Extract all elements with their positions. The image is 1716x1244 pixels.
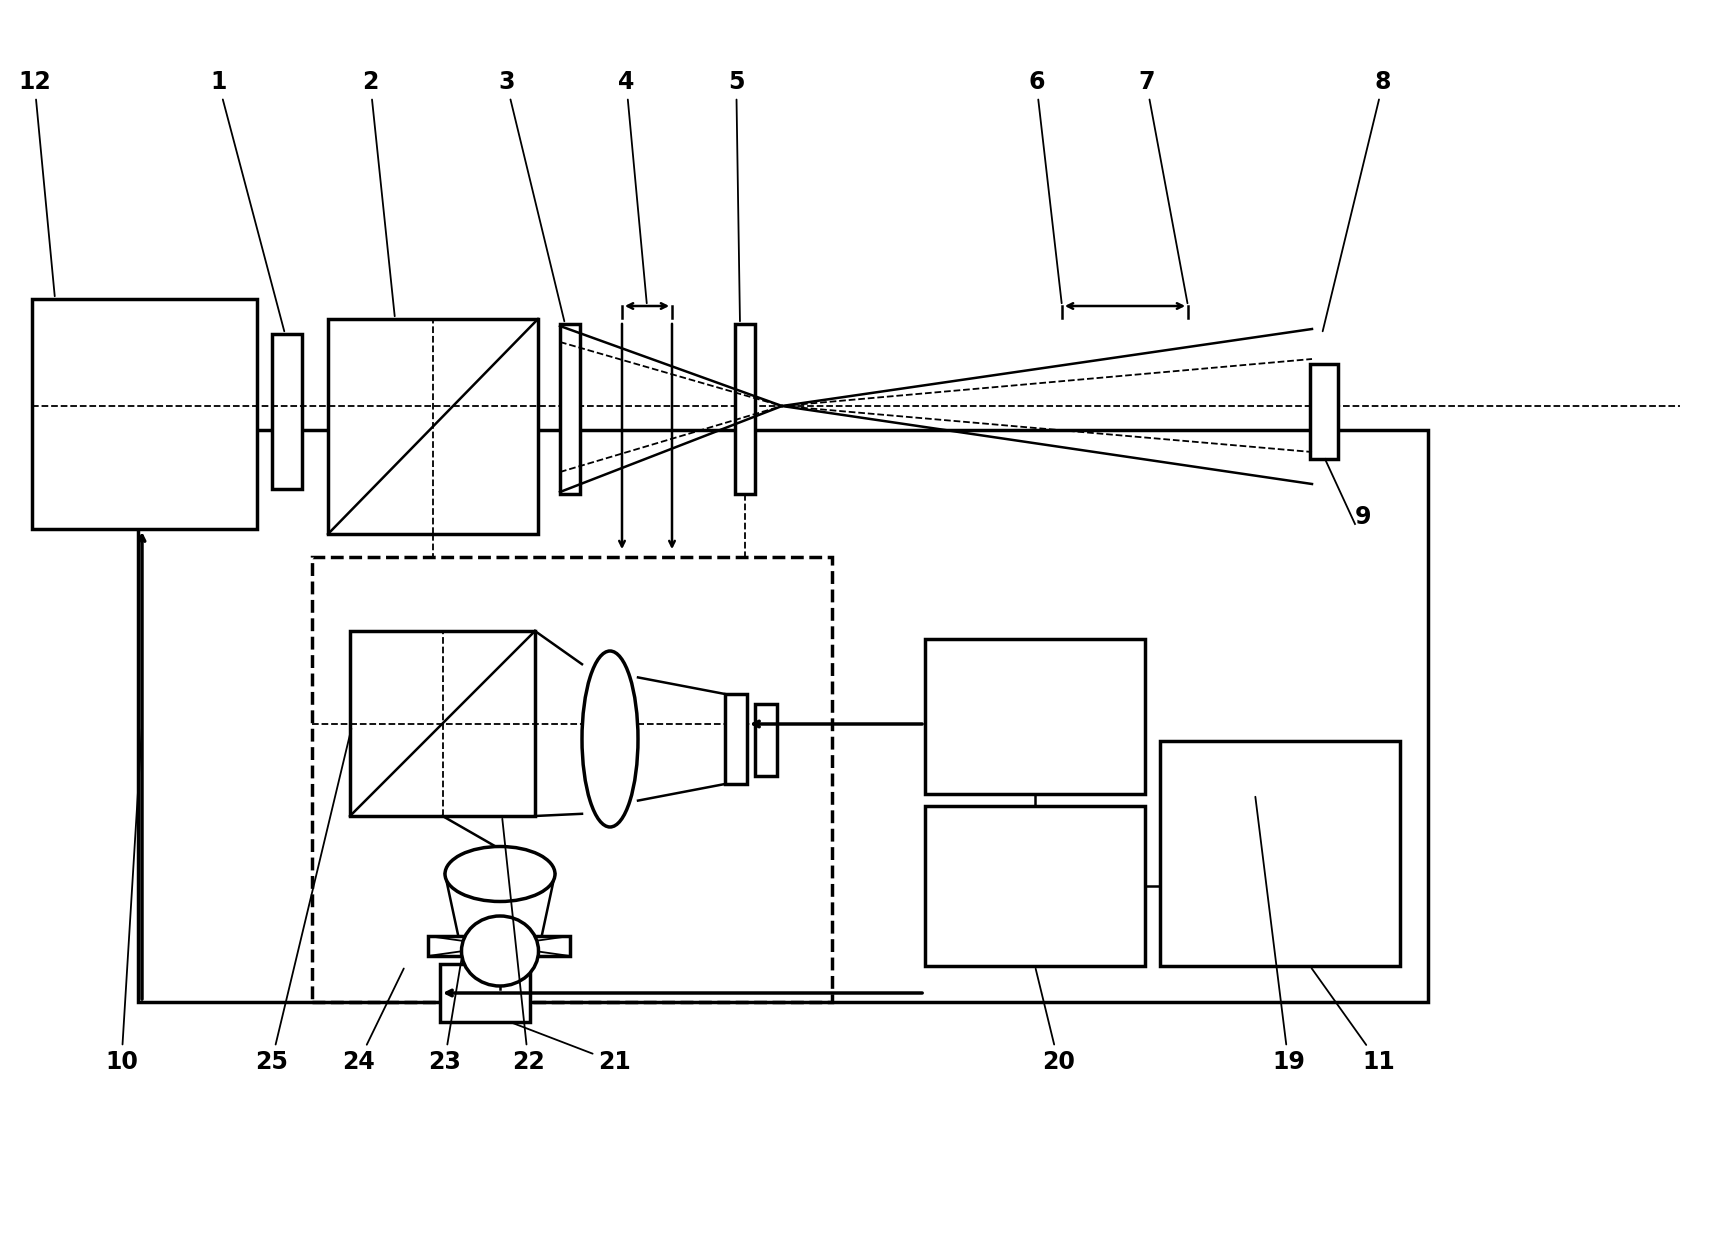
Text: 1: 1: [209, 70, 285, 331]
Bar: [925, 639, 1145, 794]
Text: 12: 12: [17, 70, 55, 296]
Bar: [312, 557, 832, 1001]
Bar: [427, 935, 570, 955]
Bar: [755, 704, 777, 776]
Bar: [559, 323, 580, 494]
Bar: [350, 631, 535, 816]
Text: 9: 9: [1356, 505, 1371, 529]
Ellipse shape: [582, 651, 638, 827]
Text: 19: 19: [1256, 796, 1304, 1074]
Bar: [734, 323, 755, 494]
Bar: [925, 806, 1145, 967]
Text: 25: 25: [256, 729, 352, 1074]
Text: 23: 23: [427, 959, 462, 1074]
Bar: [1160, 741, 1400, 967]
Text: 3: 3: [498, 70, 565, 321]
Bar: [439, 964, 530, 1023]
Text: 24: 24: [341, 969, 403, 1074]
Text: 5: 5: [728, 70, 745, 321]
Text: 21: 21: [513, 1023, 631, 1074]
Ellipse shape: [462, 916, 539, 986]
Text: 11: 11: [1311, 968, 1395, 1074]
Text: 4: 4: [618, 70, 647, 304]
Bar: [137, 430, 1428, 1001]
Text: 7: 7: [1138, 70, 1187, 304]
Text: 20: 20: [1036, 969, 1074, 1074]
Bar: [724, 694, 746, 784]
Ellipse shape: [444, 846, 554, 902]
Bar: [33, 299, 257, 529]
Text: 10: 10: [105, 729, 142, 1074]
Bar: [273, 333, 302, 489]
Text: 2: 2: [362, 70, 395, 316]
Bar: [328, 318, 539, 534]
Text: 8: 8: [1323, 70, 1392, 331]
Text: 22: 22: [503, 819, 544, 1074]
Text: 6: 6: [1028, 70, 1062, 304]
Bar: [1309, 364, 1338, 459]
